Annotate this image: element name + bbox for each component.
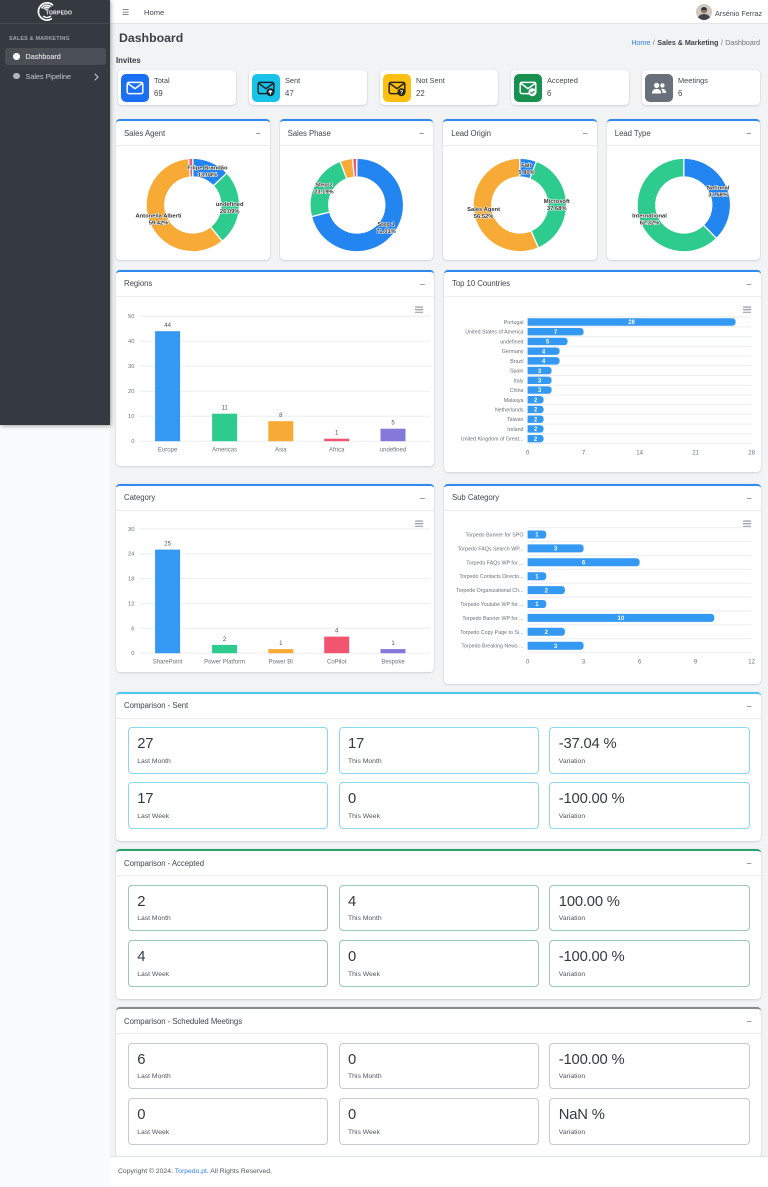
svg-text:Portugal: Portugal: [504, 320, 524, 326]
svg-text:12: 12: [128, 602, 134, 608]
svg-text:2: 2: [545, 588, 549, 594]
svg-text:50: 50: [128, 314, 134, 320]
svg-text:10: 10: [618, 616, 625, 622]
svg-text:Torpedo Copy Page to Si...: Torpedo Copy Page to Si...: [460, 630, 523, 636]
svg-text:26: 26: [628, 320, 635, 326]
svg-text:Bespoke: Bespoke: [381, 660, 405, 666]
svg-text:6: 6: [582, 561, 586, 567]
svg-text:3: 3: [538, 369, 542, 375]
svg-text:3: 3: [538, 388, 542, 394]
svg-text:10: 10: [128, 414, 134, 420]
svg-text:4: 4: [542, 349, 546, 355]
svg-text:CoPilot: CoPilot: [327, 660, 347, 666]
svg-text:Step 171.01%: Step 1 71.01%: [376, 222, 396, 235]
svg-text:Americas: Americas: [212, 448, 237, 454]
svg-text:Africa: Africa: [329, 448, 345, 454]
svg-text:1: 1: [535, 574, 539, 580]
svg-text:7: 7: [582, 451, 586, 457]
svg-text:Torpedo Youtube WP for ...: Torpedo Youtube WP for ...: [460, 602, 523, 608]
svg-text:1: 1: [535, 602, 539, 608]
svg-text:40: 40: [128, 339, 134, 345]
svg-text:1: 1: [335, 431, 339, 437]
svg-text:24: 24: [128, 552, 135, 558]
svg-text:SharePoint: SharePoint: [153, 660, 183, 666]
svg-text:4: 4: [542, 359, 546, 365]
svg-text:3: 3: [554, 547, 558, 553]
svg-text:Torpedo FAQs Search WP...: Torpedo FAQs Search WP...: [458, 546, 524, 552]
svg-text:0: 0: [526, 660, 530, 666]
svg-text:Torpedo Breaking News ...: Torpedo Breaking News ...: [461, 644, 523, 650]
svg-text:30: 30: [128, 364, 134, 370]
svg-text:0: 0: [526, 451, 530, 457]
svg-text:Taiwan: Taiwan: [507, 417, 524, 423]
svg-text:Torpedo FAQs WP for ...: Torpedo FAQs WP for ...: [466, 560, 523, 566]
svg-text:4: 4: [335, 629, 339, 635]
svg-text:Malasya: Malasya: [504, 398, 524, 404]
svg-text:United Kingdom of Great...: United Kingdom of Great...: [461, 437, 524, 443]
svg-text:2: 2: [534, 408, 538, 414]
svg-text:1: 1: [391, 641, 395, 647]
svg-text:30: 30: [128, 527, 134, 533]
svg-text:25: 25: [164, 542, 171, 548]
svg-text:2: 2: [534, 437, 538, 443]
svg-text:Asia: Asia: [275, 448, 287, 454]
svg-text:2: 2: [534, 417, 538, 423]
svg-text:Germany: Germany: [502, 349, 524, 355]
svg-text:TORPEDO: TORPEDO: [46, 10, 72, 16]
svg-text:United States of America: United States of America: [465, 330, 523, 336]
svg-text:6: 6: [638, 660, 642, 666]
svg-text:undefined: undefined: [500, 339, 523, 345]
svg-text:3: 3: [538, 379, 542, 385]
svg-text:3: 3: [582, 660, 586, 666]
svg-text:5: 5: [546, 340, 550, 346]
svg-text:Torpedo Contacts Directo...: Torpedo Contacts Directo...: [459, 574, 523, 580]
svg-text:Italy: Italy: [514, 378, 524, 384]
svg-text:Europe: Europe: [158, 448, 178, 454]
svg-text:Power BI: Power BI: [269, 660, 294, 666]
svg-text:2: 2: [545, 630, 549, 636]
svg-text:China: China: [510, 388, 524, 394]
svg-text:6: 6: [131, 626, 134, 632]
svg-text:28: 28: [748, 451, 755, 457]
svg-text:0: 0: [131, 651, 134, 657]
svg-text:3: 3: [554, 644, 558, 650]
svg-text:Torpedo Organizational Ch...: Torpedo Organizational Ch...: [456, 588, 523, 594]
svg-text:Spain: Spain: [510, 369, 524, 375]
svg-text:Torpedo Banner for SPO: Torpedo Banner for SPO: [465, 533, 523, 539]
svg-text:?: ?: [399, 90, 403, 96]
svg-text:1: 1: [535, 533, 539, 539]
svg-text:Step 223.19%: Step 2 23.19%: [314, 182, 334, 195]
svg-text:20: 20: [128, 389, 134, 395]
svg-text:5: 5: [391, 421, 395, 427]
svg-text:21: 21: [692, 451, 699, 457]
svg-text:2: 2: [223, 637, 227, 643]
svg-text:11: 11: [221, 406, 228, 412]
svg-text:8: 8: [279, 413, 283, 419]
svg-text:Power Platform: Power Platform: [204, 660, 245, 666]
svg-text:Netherlands: Netherlands: [495, 408, 524, 414]
svg-text:44: 44: [164, 323, 171, 329]
svg-text:Brazil: Brazil: [510, 359, 523, 365]
svg-text:2: 2: [534, 398, 538, 404]
svg-text:Ireland: Ireland: [507, 427, 523, 433]
svg-text:2: 2: [534, 427, 538, 433]
svg-text:1: 1: [279, 641, 283, 647]
svg-text:undefined: undefined: [380, 448, 406, 454]
svg-text:12: 12: [748, 660, 755, 666]
svg-text:14: 14: [636, 451, 643, 457]
svg-text:7: 7: [554, 330, 558, 336]
svg-text:18: 18: [128, 577, 134, 583]
svg-text:Torpedo Banner WP for ...: Torpedo Banner WP for ...: [462, 616, 523, 622]
svg-text:0: 0: [131, 439, 134, 445]
svg-text:9: 9: [694, 660, 698, 666]
